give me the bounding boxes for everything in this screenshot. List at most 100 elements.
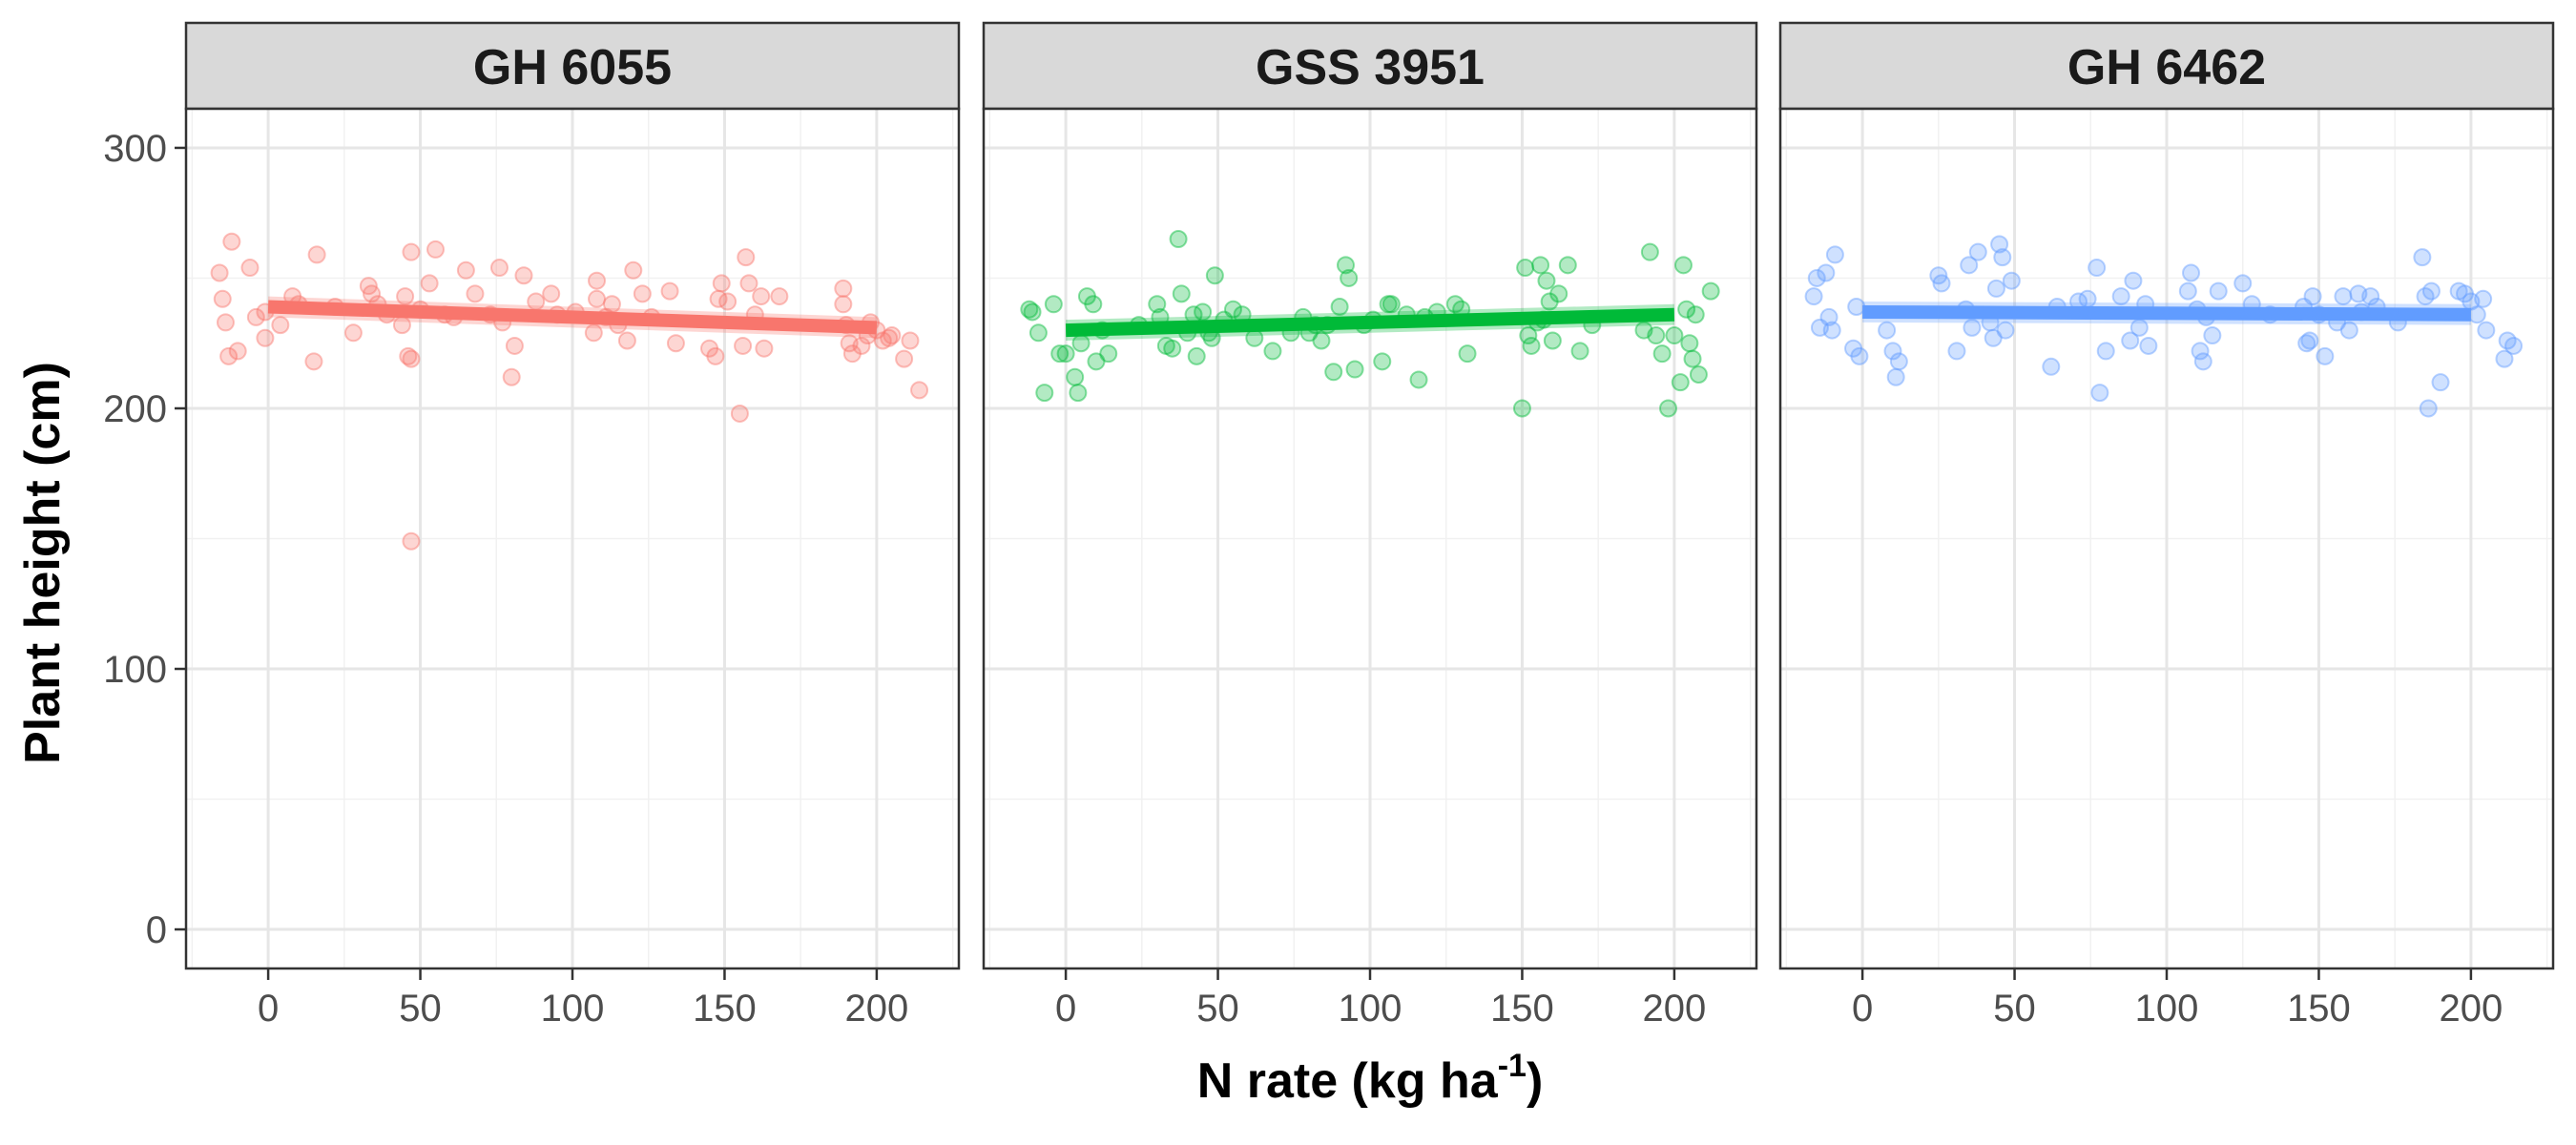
facet-panel-1: GSS 3951 — [982, 21, 1758, 970]
data-point — [2477, 321, 2496, 340]
data-point — [873, 331, 892, 350]
data-point — [1822, 321, 1841, 340]
data-point — [1929, 266, 1948, 285]
data-point — [1558, 256, 1577, 275]
data-point — [1379, 295, 1398, 314]
data-point — [1993, 248, 2012, 267]
data-point — [502, 367, 521, 386]
data-point — [1263, 342, 1282, 361]
data-point — [1458, 344, 1477, 364]
x-tick-label: 50 — [1196, 988, 1239, 1030]
data-point — [584, 323, 603, 343]
data-point — [514, 266, 533, 285]
data-point — [1044, 295, 1063, 314]
data-points — [1804, 235, 2524, 418]
data-point — [1543, 331, 1562, 350]
data-point — [666, 334, 685, 353]
data-point — [901, 331, 920, 350]
data-point — [730, 404, 749, 423]
data-point — [210, 263, 229, 282]
data-point — [1035, 384, 1054, 403]
data-point — [588, 289, 607, 308]
x-tick-label: 0 — [258, 988, 279, 1030]
data-point — [2203, 326, 2222, 345]
x-tick-label: 200 — [1643, 988, 1707, 1030]
data-point — [359, 277, 378, 296]
data-point — [1570, 342, 1589, 361]
data-point — [1634, 321, 1653, 340]
data-point — [617, 331, 636, 350]
data-point — [1984, 328, 2003, 347]
data-point — [343, 323, 363, 343]
data-point — [1960, 256, 1979, 275]
data-point — [1825, 245, 1844, 264]
data-point — [2339, 321, 2358, 340]
x-axis-title-end: ) — [1527, 1053, 1543, 1109]
data-point — [2297, 334, 2316, 353]
x-tick-label: 200 — [2440, 988, 2503, 1030]
y-axis-title: Plant height (cm) — [15, 362, 71, 764]
data-point — [2303, 287, 2322, 306]
data-point — [1537, 271, 1556, 290]
data-point — [2316, 346, 2335, 365]
data-point — [2121, 331, 2140, 350]
data-point — [1680, 334, 1699, 353]
data-point — [256, 328, 275, 347]
data-point — [840, 334, 859, 353]
data-point — [2449, 281, 2468, 301]
data-point — [1665, 326, 1684, 345]
data-point — [1947, 342, 1966, 361]
data-point — [2467, 305, 2486, 324]
data-point — [2413, 248, 2432, 267]
data-point — [660, 281, 679, 301]
data-point — [1336, 256, 1355, 275]
x-axis-panel-0: 0 50 100 150 200 — [258, 968, 908, 1030]
x-tick-label: 150 — [1490, 988, 1554, 1030]
data-point — [2111, 287, 2130, 306]
y-tick-label: 100 — [103, 649, 167, 691]
data-point — [402, 349, 421, 368]
x-tick-label: 0 — [1055, 988, 1076, 1030]
data-point — [1804, 287, 1823, 306]
data-point — [1512, 399, 1531, 418]
data-point — [2421, 281, 2441, 301]
data-point — [489, 259, 509, 278]
x-tick-label: 100 — [2135, 988, 2199, 1030]
data-point — [1531, 256, 1550, 275]
data-point — [240, 259, 260, 278]
fit-line — [1065, 307, 1675, 338]
data-point — [2193, 352, 2212, 371]
x-tick-label: 50 — [1993, 988, 2036, 1030]
data-point — [1640, 242, 1659, 261]
data-point — [1689, 364, 1708, 384]
data-point — [2233, 274, 2253, 293]
x-tick-label: 100 — [1339, 988, 1402, 1030]
data-point — [1330, 298, 1349, 317]
data-point — [1850, 346, 1869, 365]
data-point — [304, 352, 323, 371]
data-point — [402, 242, 421, 261]
data-point — [402, 531, 421, 551]
data-point — [1066, 367, 1085, 386]
data-point — [1340, 268, 1359, 287]
data-point — [1020, 300, 1039, 319]
data-point — [2139, 336, 2158, 355]
x-tick-label: 150 — [2287, 988, 2351, 1030]
data-point — [1148, 295, 1167, 314]
data-point — [1087, 352, 1106, 371]
data-point — [2096, 342, 2115, 361]
data-point — [1223, 300, 1242, 319]
data-point — [396, 287, 415, 306]
data-point — [624, 260, 643, 280]
x-axes: 0 50 100 150 200 0 50 100 150 200 0 50 100 150 200 — [258, 968, 2503, 1030]
data-point — [1169, 230, 1188, 249]
data-point — [1028, 323, 1048, 343]
facet-panel-2: GH 6462 — [1778, 21, 2555, 970]
x-tick-label: 200 — [845, 988, 909, 1030]
data-point — [456, 260, 475, 280]
data-point — [1889, 352, 1908, 371]
data-point — [1516, 259, 1535, 278]
data-point — [1817, 263, 1836, 282]
data-point — [737, 248, 756, 267]
data-point — [712, 274, 731, 293]
